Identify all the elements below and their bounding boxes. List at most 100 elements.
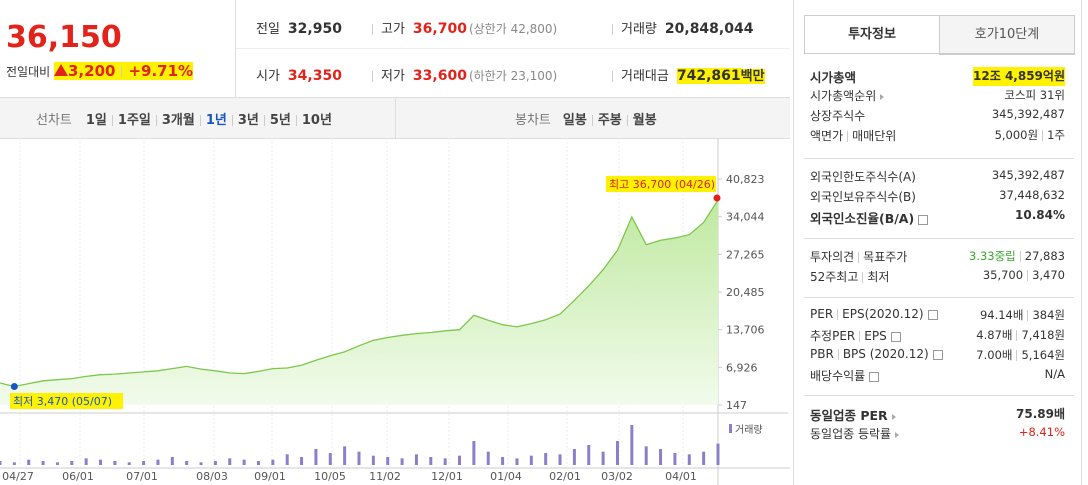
volume-bar	[673, 453, 677, 465]
summary-label: 고가	[381, 22, 405, 37]
volume-bar	[400, 458, 404, 465]
label-part: 추정PER	[810, 329, 856, 343]
volume-bar	[587, 445, 591, 465]
y-tick-label: 34,044	[726, 211, 765, 224]
divider	[612, 71, 613, 82]
value-part: 35,700	[982, 268, 1024, 282]
summary-value: 742,861	[676, 68, 741, 84]
info-row: 외국인보유주식수(B) 37,448,632	[810, 188, 1065, 205]
label-part: 목표주가	[863, 250, 908, 264]
candle-tabs: 봉차트 일봉 주봉 월봉	[515, 109, 657, 128]
volume-bar	[544, 453, 548, 465]
volume-bar	[185, 461, 189, 465]
divider	[591, 115, 593, 126]
change-rate: +9.71%	[128, 62, 194, 80]
label-part: 외국인한도주식수(A)	[810, 170, 916, 184]
volume-bar	[41, 461, 45, 465]
info-value: 코스피 31위	[1004, 87, 1065, 104]
value-part: 37,448,632	[999, 188, 1065, 202]
summary-item: 거래대금 742,861백만	[612, 65, 765, 84]
label-part: 배당수익률	[810, 369, 866, 383]
volume-bar	[156, 459, 160, 465]
info-row: 시가총액순위 코스피 31위	[810, 87, 1065, 104]
info-row: 추정PER EPS 4.87배 7,418원	[810, 327, 1065, 344]
max-label-bg	[606, 176, 716, 192]
volume-bar	[328, 453, 332, 465]
divider	[1016, 350, 1018, 361]
info-value: 37,448,632	[999, 188, 1065, 205]
tab[interactable]: 5년	[269, 113, 291, 128]
tab[interactable]: 1년	[205, 113, 227, 128]
volume-bar	[256, 461, 260, 465]
info-row: PER EPS(2020.12) 94.14배 384원	[810, 307, 1065, 323]
x-tick-label: 09/01	[254, 470, 286, 483]
value-part: 7,418원	[1021, 328, 1065, 342]
volume-bar	[213, 461, 217, 465]
tab[interactable]: 일봉	[562, 113, 587, 128]
volume-bar	[228, 458, 232, 465]
volume-bar	[716, 443, 720, 465]
value-part: N/A	[1044, 367, 1065, 381]
summary-item: 시가 34,350	[256, 65, 342, 84]
summary-label: 전일	[256, 22, 280, 37]
value-part: +8.41%	[1018, 425, 1065, 439]
x-tick-label: 03/02	[601, 470, 633, 483]
label-part: 동일업종 등락률	[810, 427, 892, 441]
summary-item: 고가 36,700 (상한가 42,800)	[372, 18, 557, 37]
volume-bar	[429, 457, 433, 465]
tab[interactable]: 주봉	[597, 113, 622, 128]
tab[interactable]: 3년	[237, 113, 259, 128]
tab[interactable]: 월봉	[632, 113, 657, 128]
volume-bar	[371, 455, 375, 465]
volume-bar	[529, 455, 533, 465]
info-row: 투자의견 목표주가 3.33중립 27,883	[810, 248, 1065, 265]
volume-bar	[0, 461, 2, 465]
divider	[1019, 251, 1021, 262]
price-line	[0, 199, 719, 388]
volume-bar	[343, 446, 347, 465]
value-part: 75.89배	[1016, 407, 1065, 421]
volume-bar	[127, 462, 131, 465]
label-part: 52주최고	[810, 270, 859, 284]
volume-bar	[99, 459, 103, 465]
volume-bar	[458, 455, 462, 465]
info-value: 75.89배	[1016, 405, 1065, 424]
tab[interactable]: 10년	[301, 113, 332, 128]
divider	[1016, 330, 1018, 341]
x-tick-label: 04/01	[665, 470, 697, 483]
info-label: 시가총액	[810, 67, 856, 86]
divider	[1042, 130, 1044, 141]
volume-bar	[443, 458, 447, 465]
info-tab[interactable]: 호가10단계	[939, 15, 1075, 55]
info-value: 345,392,487	[992, 107, 1065, 124]
min-dot	[10, 383, 18, 391]
summary-label: 시가	[256, 69, 280, 84]
line-tabs: 선차트 1일 1주일 3개월 1년 3년 5년 10년	[36, 109, 332, 128]
summary-label: 거래대금	[621, 69, 669, 84]
max-label: 최고 36,700 (04/26)	[609, 178, 715, 191]
divider	[862, 272, 864, 283]
value-part: 4.87배	[976, 328, 1013, 342]
volume-bar	[687, 454, 691, 465]
change: 3,200	[68, 62, 116, 80]
volume-bar	[12, 462, 16, 465]
volume-bar	[515, 458, 519, 465]
tab-line	[804, 53, 1074, 54]
label-part: EPS	[864, 329, 887, 343]
value-part: 94.14배	[979, 308, 1024, 322]
label-part: 외국인소진율(B/A)	[810, 211, 915, 226]
tab[interactable]: 1일	[85, 113, 107, 128]
tab[interactable]: 3개월	[161, 113, 195, 128]
tab[interactable]: 1주일	[117, 113, 151, 128]
volume-bar	[242, 459, 246, 465]
info-value: 4.87배 7,418원	[976, 327, 1065, 344]
summary-box	[235, 0, 791, 97]
info-panel: 투자정보 호가10단계 시가총액 12조 4,859억원 시가총액순위 코스피 31위 상장…	[793, 0, 1082, 485]
help-icon	[869, 371, 880, 382]
info-value: 5,000원 1주	[995, 127, 1065, 144]
summary-unit: 백만	[740, 69, 765, 84]
info-tab[interactable]: 투자정보	[804, 15, 940, 55]
x-tick-label: 08/03	[196, 470, 228, 483]
label-part: 투자의견	[810, 250, 855, 264]
